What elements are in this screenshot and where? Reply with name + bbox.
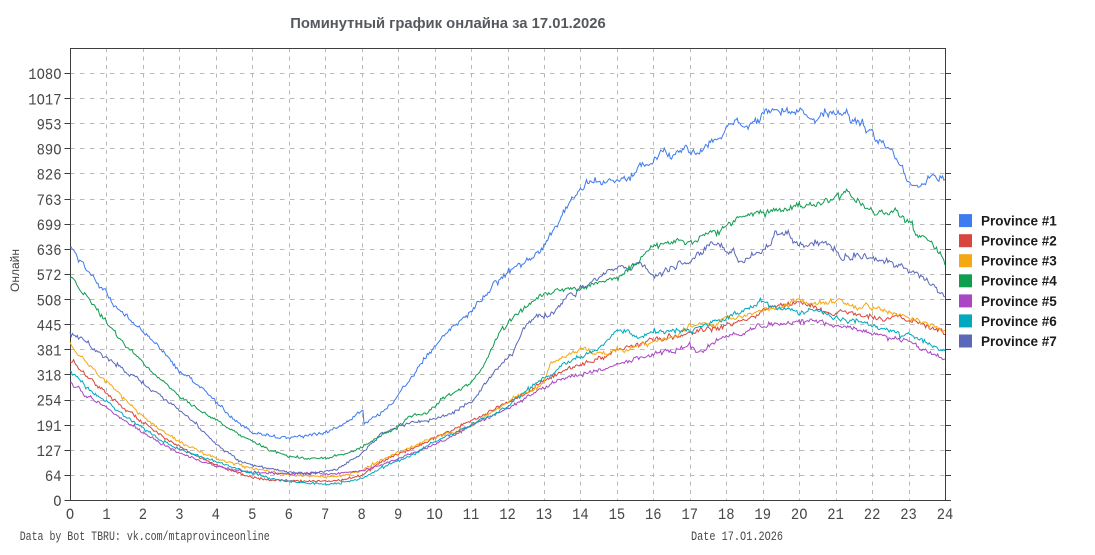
svg-text:Онлайн: Онлайн [8, 249, 22, 292]
svg-text:17: 17 [682, 506, 699, 524]
svg-text:572: 572 [37, 267, 62, 285]
svg-text:1O8O: 1O8O [28, 66, 61, 84]
svg-text:Province #6: Province #6 [981, 314, 1057, 329]
svg-text:Province #1: Province #1 [981, 214, 1057, 229]
svg-text:15: 15 [609, 506, 626, 524]
svg-text:14: 14 [572, 506, 589, 524]
svg-text:24: 24 [937, 506, 954, 524]
svg-text:191: 191 [37, 418, 62, 436]
svg-text:11: 11 [463, 506, 480, 524]
svg-text:Поминутный график онлайна за 1: Поминутный график онлайна за 17.01.2026 [290, 16, 605, 32]
svg-text:16: 16 [645, 506, 662, 524]
svg-text:9: 9 [394, 506, 402, 524]
svg-text:18: 18 [718, 506, 735, 524]
svg-text:381: 381 [37, 343, 62, 361]
svg-text:Province #4: Province #4 [981, 274, 1057, 289]
svg-text:O: O [53, 493, 61, 511]
svg-text:7: 7 [321, 506, 329, 524]
svg-text:445: 445 [37, 317, 62, 335]
svg-text:318: 318 [37, 368, 62, 386]
svg-text:4: 4 [212, 506, 220, 524]
svg-text:826: 826 [37, 167, 62, 185]
svg-text:23: 23 [900, 506, 917, 524]
svg-text:127: 127 [37, 443, 62, 461]
svg-text:2: 2 [139, 506, 147, 524]
svg-text:8: 8 [358, 506, 366, 524]
svg-text:254: 254 [37, 393, 62, 411]
svg-text:5: 5 [248, 506, 256, 524]
svg-text:89O: 89O [37, 142, 62, 160]
svg-text:1O17: 1O17 [28, 91, 61, 109]
svg-text:Date 17.O1.2O26: Date 17.O1.2O26 [691, 529, 783, 544]
svg-text:13: 13 [536, 506, 553, 524]
svg-text:19: 19 [754, 506, 771, 524]
svg-text:636: 636 [37, 242, 62, 260]
svg-text:64: 64 [45, 468, 62, 486]
svg-text:21: 21 [827, 506, 844, 524]
svg-text:22: 22 [864, 506, 881, 524]
svg-text:12: 12 [499, 506, 516, 524]
svg-text:Province #7: Province #7 [981, 334, 1057, 349]
svg-text:1: 1 [102, 506, 110, 524]
svg-text:6: 6 [285, 506, 293, 524]
svg-text:3: 3 [175, 506, 183, 524]
svg-text:Province #3: Province #3 [981, 254, 1057, 269]
svg-text:Data by Bot TBRU: vk.com/mtapr: Data by Bot TBRU: vk.com/mtaprovinceonli… [20, 529, 270, 544]
svg-text:953: 953 [37, 116, 62, 134]
svg-text:699: 699 [37, 217, 62, 235]
svg-text:2O: 2O [791, 506, 808, 524]
svg-text:5O8: 5O8 [37, 292, 62, 310]
svg-text:Province #2: Province #2 [981, 234, 1057, 249]
svg-text:Province #5: Province #5 [981, 294, 1057, 309]
svg-text:O: O [66, 506, 74, 524]
svg-text:1O: 1O [426, 506, 443, 524]
svg-text:763: 763 [37, 192, 62, 210]
